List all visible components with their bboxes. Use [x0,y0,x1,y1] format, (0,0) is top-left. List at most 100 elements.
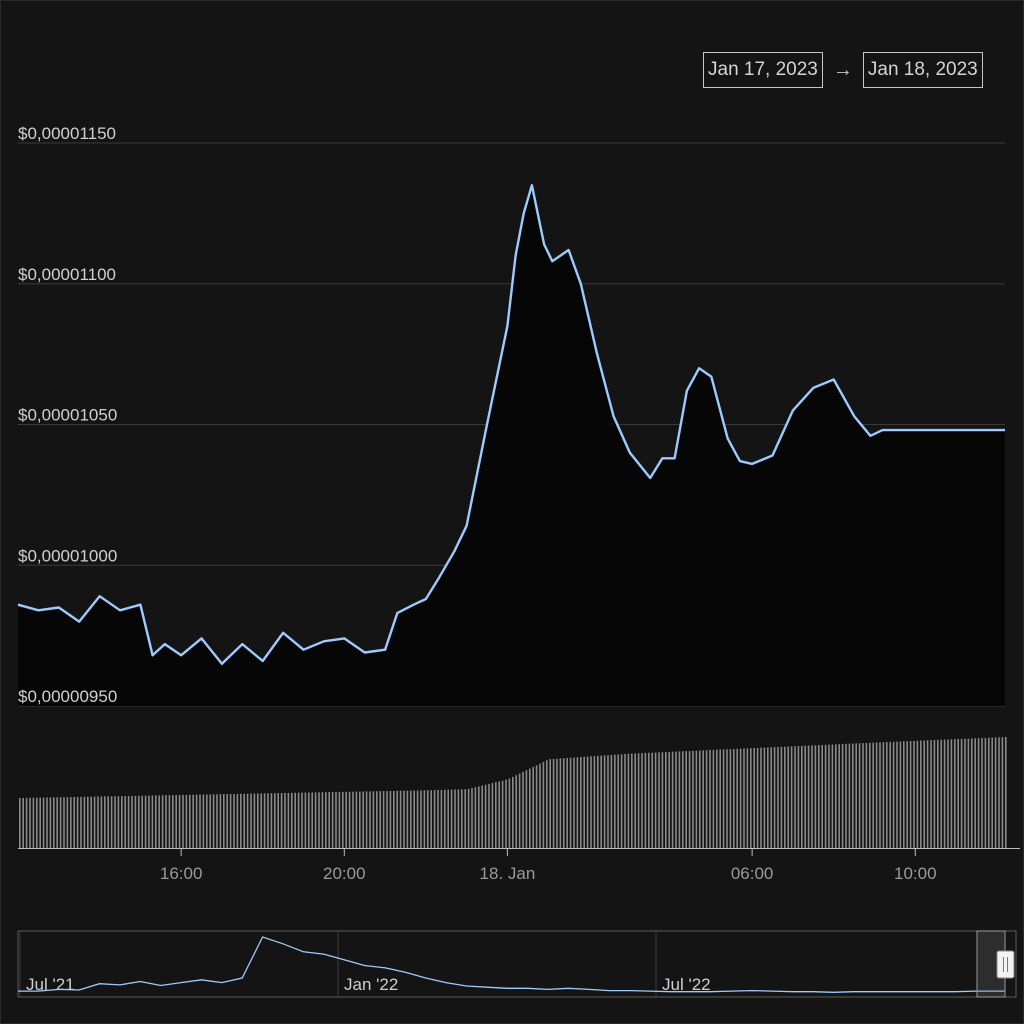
volume-bar [100,796,103,848]
volume-bar [182,794,184,848]
volume-bar [875,742,878,848]
volume-bar [172,795,174,848]
volume-bar [22,798,24,848]
volume-bar [903,741,905,848]
x-tick-label: 16:00 [160,864,203,883]
volume-bar [420,790,422,848]
volume-bar [32,797,35,848]
volume-bar [726,749,728,848]
volume-bar [882,742,885,848]
navigator-line [18,936,1005,993]
volume-bar [195,794,198,848]
volume-bar [63,797,65,848]
volume-bar [444,789,446,848]
volume-bar [648,752,650,848]
volume-bar [763,747,766,848]
volume-bar [107,796,109,848]
volume-bar [97,796,99,848]
volume-bar [277,793,279,848]
volume-bar [658,752,660,848]
volume-bar [488,783,490,848]
volume-bar [824,744,827,848]
volume-bar [818,745,820,848]
price-line [17,184,1005,665]
volume-bar [651,752,653,848]
volume-bar [518,773,521,848]
volume-bar [926,740,929,848]
navigator-handle[interactable] [996,950,1015,979]
volume-bar [1005,737,1007,848]
volume-bar [359,791,361,848]
navigator-window[interactable] [976,930,1006,998]
volume-bar [413,790,415,848]
volume-bar [124,796,126,848]
volume-bar [464,789,466,848]
volume-bar [246,793,249,848]
volume-bar [114,796,116,848]
volume-bar [852,743,854,848]
volume-bar [280,793,283,848]
volume-bar [841,744,844,848]
volume-bar [46,797,48,848]
volume-bar [1001,737,1004,848]
volume-bar [216,794,218,848]
volume-bar [937,739,939,848]
x-tick-label: 18. Jan [480,864,536,883]
volume-bar [127,796,130,848]
volume-bar [988,737,990,848]
volume-bar [382,791,385,848]
volume-bar [121,796,123,848]
volume-bar [977,738,980,848]
volume-bar [954,739,956,848]
volume-bar [430,790,432,848]
volume-bar [379,791,381,848]
volume-bar [869,742,871,848]
volume-bar [729,749,732,848]
volume-bar [756,747,759,848]
volume-bar [600,755,602,848]
volume-bar [263,793,266,848]
volume-bar [685,751,687,848]
volume-bar [362,791,364,848]
volume-bar [325,792,327,848]
volume-bar [42,797,45,848]
volume-bar [804,745,806,848]
volume-bar [586,756,589,848]
volume-bar [746,748,749,848]
volume-bar [331,792,334,848]
volume-bar [294,792,296,848]
volume-bar [736,748,738,848]
volume-bar [967,738,970,848]
volume-bar [668,751,670,848]
volume-bar [532,766,534,848]
volume-bar [495,782,497,848]
volume-bar [437,790,439,848]
volume-bar [243,793,245,848]
volume-bar [569,757,572,848]
volume-bar [835,744,837,848]
volume-bar [151,795,154,848]
volume-bar [661,752,664,848]
volume-bar [981,738,983,848]
date-range-from[interactable]: Jan 17, 2023 [703,52,823,88]
volume-bar [807,745,810,848]
volume-bar [396,790,398,848]
volume-bar [767,747,769,848]
volume-bar [991,737,993,848]
volume-bar [603,755,606,848]
volume-bar [155,795,157,848]
volume-bar [90,796,92,848]
volume-bar [787,746,789,848]
volume-bar [260,793,262,848]
volume-bar [644,753,647,848]
volume-bar [529,768,531,848]
volume-bar [484,784,487,848]
volume-bar [505,779,507,848]
volume-bar [80,796,82,848]
volume-bar [705,750,708,848]
volume-bar [141,795,143,848]
date-range-to[interactable]: Jan 18, 2023 [862,52,983,88]
navigator[interactable]: Jul '21 Jan '22 Jul '22 [17,930,1017,998]
volume-bar [760,747,762,848]
